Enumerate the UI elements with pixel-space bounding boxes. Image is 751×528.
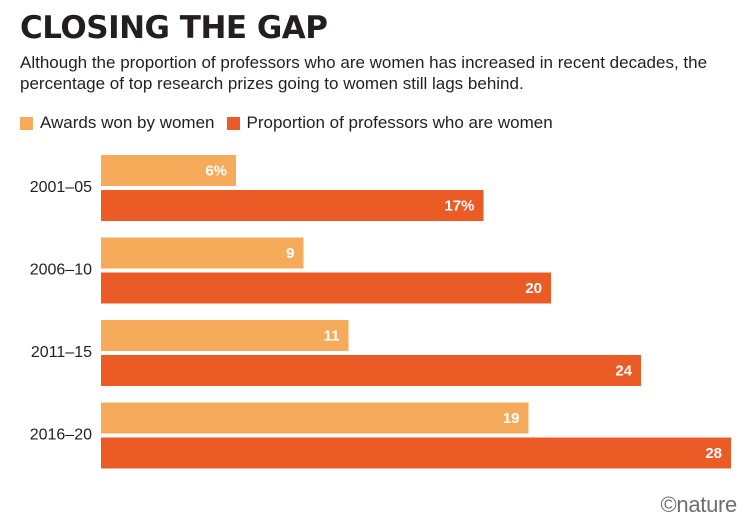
legend-swatch-awards: [20, 116, 33, 130]
category-label-2: 2011–15: [31, 344, 92, 361]
bar-value-label-professors-1: 20: [525, 280, 542, 297]
bar-professors-0: [101, 190, 484, 221]
bar-value-label-awards-2: 11: [324, 328, 340, 345]
bar-value-label-awards-0: 6%: [205, 163, 227, 180]
nature-credit: ©nature: [660, 492, 738, 517]
legend: Awards won by women Proportion of profes…: [20, 112, 565, 134]
bar-professors-2: [101, 355, 641, 386]
legend-item-professors: Proportion of professors who are women: [226, 113, 553, 133]
category-label-3: 2016–20: [30, 427, 92, 444]
chart-subtitle: Although the proportion of professors wh…: [20, 53, 708, 93]
legend-item-awards: Awards won by women: [20, 113, 215, 133]
bar-awards-2: [101, 320, 349, 351]
bar-value-label-awards-3: 19: [503, 410, 520, 427]
legend-label-awards: Awards won by women: [40, 113, 215, 132]
bar-value-label-professors-3: 28: [705, 445, 722, 462]
category-label-0: 2001–05: [30, 179, 92, 196]
bar-awards-0: [101, 155, 236, 186]
legend-label-professors: Proportion of professors who are women: [246, 113, 553, 132]
bar-professors-1: [101, 272, 551, 304]
legend-swatch-professors: [226, 116, 240, 130]
bar-value-label-awards-1: 9: [286, 245, 294, 262]
bar-value-label-professors-0: 17%: [444, 198, 474, 215]
chart-title: CLOSING THE GAP: [20, 10, 328, 46]
category-label-1: 2006–10: [30, 262, 92, 279]
bar-awards-1: [101, 237, 304, 269]
bar-professors-3: [101, 437, 731, 469]
bar-value-label-professors-2: 24: [615, 363, 632, 380]
bar-awards-3: [101, 402, 529, 434]
